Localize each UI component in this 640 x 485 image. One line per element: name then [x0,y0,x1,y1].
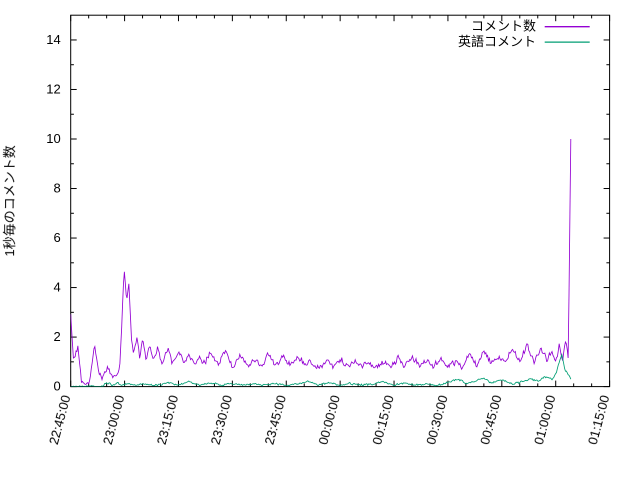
svg-text:1秒毎のコメント数: 1秒毎のコメント数 [2,145,17,256]
svg-text:2: 2 [53,329,60,344]
svg-text:22:45:00: 22:45:00 [46,393,74,446]
svg-text:0: 0 [53,379,60,394]
svg-text:01:00:00: 01:00:00 [531,393,559,446]
svg-text:8: 8 [53,181,60,196]
svg-text:4: 4 [53,280,60,295]
svg-text:23:15:00: 23:15:00 [154,393,182,446]
svg-text:23:45:00: 23:45:00 [262,393,290,446]
svg-text:12: 12 [46,81,60,96]
svg-text:コメント数: コメント数 [471,19,536,34]
svg-text:14: 14 [46,32,60,47]
svg-text:23:30:00: 23:30:00 [208,393,236,446]
svg-text:10: 10 [46,131,60,146]
svg-text:23:00:00: 23:00:00 [100,393,128,446]
svg-text:00:00:00: 00:00:00 [315,393,343,446]
svg-text:6: 6 [53,230,60,245]
svg-text:英語コメント: 英語コメント [458,34,536,49]
svg-text:00:15:00: 00:15:00 [369,393,397,446]
svg-text:00:30:00: 00:30:00 [423,393,451,446]
svg-text:00:45:00: 00:45:00 [477,393,505,446]
svg-text:01:15:00: 01:15:00 [585,393,613,446]
